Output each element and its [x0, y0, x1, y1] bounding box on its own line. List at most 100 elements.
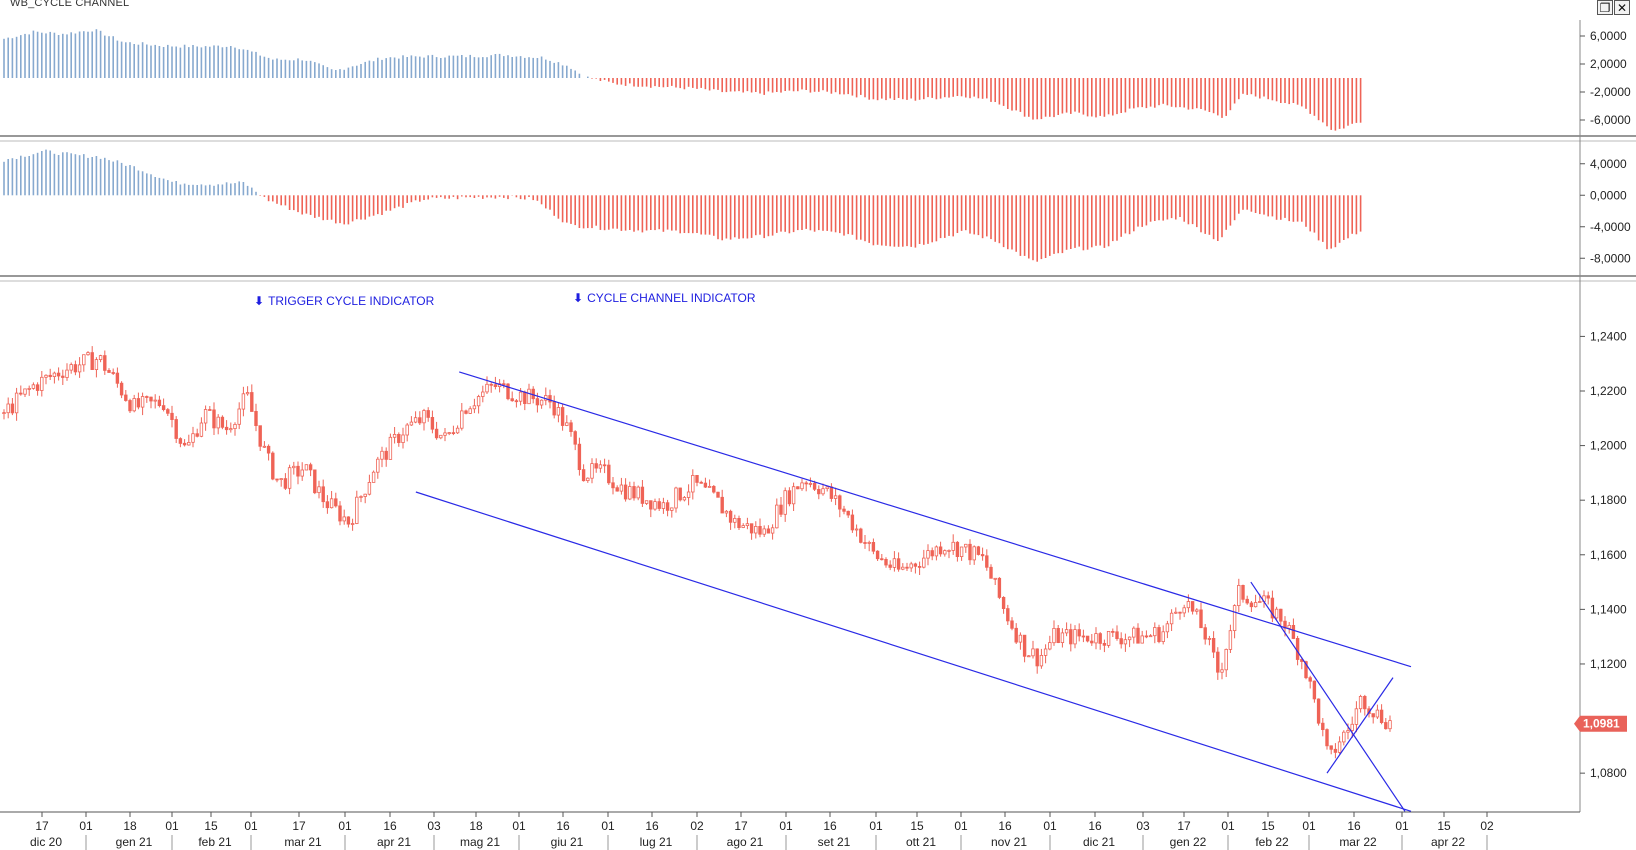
candle-body	[964, 543, 968, 548]
candle-body	[598, 464, 603, 469]
candle-body	[203, 409, 208, 424]
candle-body	[1182, 607, 1186, 614]
candle-body	[287, 467, 292, 489]
trendline-channel-upper	[459, 371, 1412, 668]
candle-body	[73, 364, 78, 373]
candle-body	[1199, 609, 1203, 629]
candle-body	[250, 392, 254, 412]
candle-body	[191, 433, 195, 443]
candle-body	[31, 384, 36, 389]
candle-body	[1153, 627, 1157, 637]
candle-body	[791, 486, 796, 505]
candle-body	[1354, 708, 1359, 725]
y-tick-label: 1,1200	[1590, 657, 1627, 671]
candle-body	[1165, 623, 1170, 633]
x-tick-day-label: 16	[383, 819, 397, 833]
candle-body	[854, 528, 859, 531]
close-icon[interactable]: ✕	[1614, 0, 1630, 15]
y-tick-label: -4,0000	[1590, 220, 1631, 234]
candle-body	[61, 375, 65, 378]
candle-body	[245, 392, 250, 395]
candle-body	[233, 423, 237, 429]
candle-body	[724, 510, 729, 514]
candle-body	[573, 431, 577, 445]
trend-lines[interactable]	[415, 371, 1412, 812]
candle-body	[1371, 713, 1375, 718]
candle-body	[40, 376, 44, 391]
candle-body	[14, 392, 19, 414]
candle-body	[636, 486, 640, 499]
x-tick-day-label: 17	[734, 819, 748, 833]
candle-body	[1253, 602, 1258, 608]
candle-body	[266, 445, 271, 454]
candle-body	[955, 541, 960, 557]
candle-body	[502, 383, 506, 386]
candle-body	[405, 424, 409, 436]
candle-body	[119, 382, 124, 396]
x-tick-day-label: 16	[645, 819, 659, 833]
indicator1-y-axis: 6,0000 2,0000 -2,0000 -6,0000	[1580, 29, 1631, 127]
candle-body	[363, 493, 367, 497]
candle-body	[1043, 648, 1048, 656]
candle-body	[577, 443, 582, 471]
candle-body	[833, 495, 838, 499]
candle-body	[976, 546, 981, 555]
x-tick-month-label: lug 21	[640, 835, 673, 849]
x-tick-day-label: 17	[292, 819, 306, 833]
candle-body	[136, 398, 141, 408]
candle-body	[1111, 631, 1115, 633]
x-tick-day-label: 01	[512, 819, 526, 833]
candle-body	[712, 485, 716, 493]
candle-body	[86, 352, 90, 356]
candle-body	[430, 416, 435, 430]
x-tick-month-label: set 21	[818, 835, 851, 849]
candle-body	[514, 400, 519, 403]
candle-body	[212, 409, 216, 429]
candle-body	[1115, 631, 1119, 639]
candle-body	[880, 558, 884, 561]
candle-body	[1203, 627, 1207, 640]
candle-body	[149, 396, 153, 402]
candle-body	[775, 504, 779, 529]
candle-body	[338, 505, 342, 522]
candle-body	[800, 482, 804, 490]
candle-body	[359, 496, 363, 498]
candle-body	[1119, 638, 1123, 645]
candle-body	[1346, 730, 1350, 733]
candle-body	[686, 491, 691, 498]
candle-body	[1073, 629, 1077, 645]
candle-body	[1316, 698, 1321, 724]
candle-body	[52, 372, 57, 378]
candle-body	[951, 541, 955, 551]
x-tick-month-label: mar 21	[284, 835, 322, 849]
y-tick-label: 1,2400	[1590, 329, 1627, 343]
x-tick-day-label: 01	[79, 819, 93, 833]
candle-body	[985, 555, 989, 568]
candle-body	[628, 486, 632, 500]
candle-body	[422, 410, 426, 424]
candle-body	[1169, 612, 1174, 625]
candle-body	[707, 485, 712, 488]
candle-body	[48, 374, 52, 377]
candle-body	[1027, 655, 1031, 658]
candle-body	[170, 412, 174, 420]
candle-body	[367, 481, 372, 495]
trigger-cycle-label: TRIGGER CYCLE INDICATOR	[268, 294, 435, 308]
x-tick-day-label: 01	[869, 819, 883, 833]
x-tick-day-label: 16	[998, 819, 1012, 833]
candle-body	[418, 417, 422, 424]
candle-body	[989, 566, 993, 579]
restore-window-icon[interactable]: ❐	[1597, 0, 1613, 15]
y-tick-label: 0,0000	[1590, 188, 1627, 202]
candle-body	[737, 518, 741, 529]
x-tick-month-label: gen 22	[1170, 835, 1207, 849]
candle-body	[388, 436, 393, 460]
candle-body	[817, 488, 821, 495]
candle-body	[615, 487, 619, 492]
candle-body	[439, 434, 443, 439]
candle-body	[1342, 731, 1346, 743]
candle-body	[342, 516, 346, 522]
candle-body	[535, 398, 540, 406]
candle-body	[6, 403, 10, 414]
